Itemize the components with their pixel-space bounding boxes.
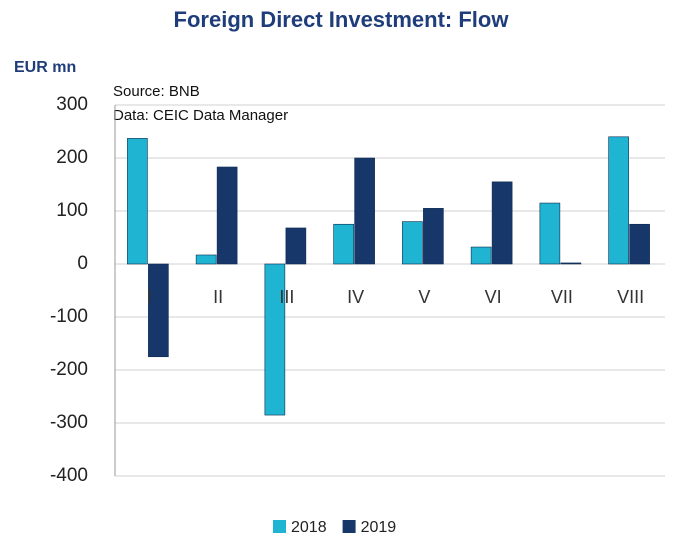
bar: [285, 227, 307, 265]
bar: [402, 221, 423, 265]
chart-title: Foreign Direct Investment: Flow: [174, 7, 510, 32]
bar: [539, 202, 561, 265]
bar: [354, 157, 375, 265]
bar: [333, 223, 354, 265]
bar: [560, 262, 582, 265]
y-tick-label: 200: [56, 147, 88, 168]
x-tick-label: I: [147, 287, 152, 307]
legend-swatch: [273, 520, 286, 533]
bar: [608, 136, 629, 265]
legend-label: 2019: [361, 519, 397, 536]
y-tick-label: 300: [56, 94, 88, 115]
x-tick-label: II: [213, 287, 223, 307]
bar: [629, 223, 650, 265]
bar: [216, 166, 238, 265]
x-tick-label: VIII: [617, 287, 644, 307]
bar: [148, 263, 169, 358]
y-tick-label: 0: [77, 253, 88, 274]
y-tick-label: -100: [50, 306, 88, 327]
source-note: Source: BNB: [113, 83, 200, 100]
y-tick-label: -300: [50, 412, 88, 433]
x-tick-label: III: [279, 287, 294, 307]
x-tick-label: VI: [485, 287, 502, 307]
legend-label: 2018: [291, 519, 327, 536]
bar: [491, 181, 513, 265]
x-tick-label: IV: [347, 287, 364, 307]
y-tick-label: 100: [56, 200, 88, 221]
y-tick-label: -400: [50, 465, 88, 486]
data-note: Data: CEIC Data Manager: [113, 107, 288, 124]
bar: [470, 246, 492, 265]
x-tick-label: VII: [551, 287, 573, 307]
bar: [423, 208, 444, 265]
bar: [127, 138, 148, 265]
y-tick-label: -200: [50, 359, 88, 380]
legend-swatch: [342, 520, 356, 533]
y-axis-label: EUR mn: [14, 59, 76, 76]
bar: [195, 254, 217, 265]
bar: [264, 263, 286, 416]
x-tick-label: V: [418, 287, 430, 307]
